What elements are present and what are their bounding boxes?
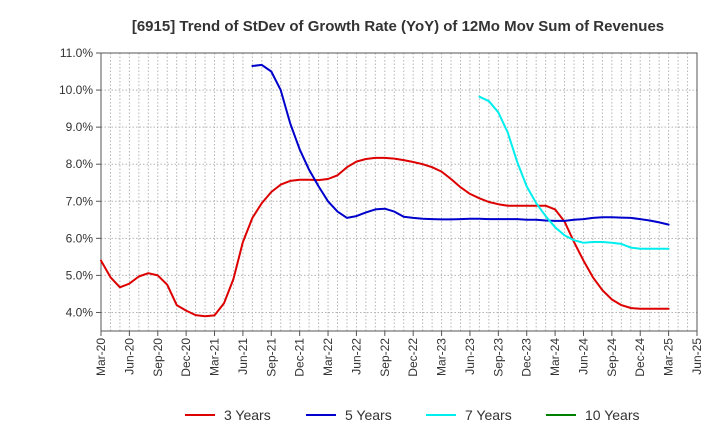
chart-title: [6915] Trend of StDev of Growth Rate (Yo… (132, 18, 664, 35)
legend-label-7-years: 7 Years (465, 407, 512, 423)
x-tick-label: Jun-21 (236, 338, 250, 375)
x-tick-label: Sep-20 (151, 338, 165, 377)
legend-label-10-years: 10 Years (585, 407, 640, 423)
x-tick-label: Mar-25 (662, 338, 676, 376)
y-tick-label: 9.0% (66, 120, 94, 134)
y-tick-label: 5.0% (66, 268, 94, 282)
plot-area (101, 53, 697, 331)
x-tick-label: Jun-24 (576, 338, 590, 375)
x-tick-label: Mar-24 (548, 338, 562, 376)
plot-border (100, 52, 698, 332)
x-tick-label: Mar-20 (94, 338, 108, 376)
series-line-7-years (478, 95, 670, 250)
x-tick-label: Sep-24 (605, 338, 619, 377)
legend-label-3-years: 3 Years (224, 407, 271, 423)
x-tick-label: Jun-25 (690, 338, 704, 375)
x-tick-label: Sep-23 (491, 338, 505, 377)
y-tick-label: 7.0% (66, 194, 94, 208)
x-tick-label: Dec-23 (520, 338, 534, 377)
x-tick-label: Dec-21 (293, 338, 307, 377)
x-tick-label: Dec-22 (406, 338, 420, 377)
y-tick-label: 4.0% (66, 305, 94, 319)
x-tick-label: Mar-23 (435, 338, 449, 376)
x-tick-label: Jun-23 (463, 338, 477, 375)
series-line-3-years (100, 156, 670, 318)
x-tick-label: Jun-22 (349, 338, 363, 375)
series-line-5-years (251, 63, 670, 226)
y-tick-label: 10.0% (59, 83, 93, 97)
legend-label-5-years: 5 Years (345, 407, 392, 423)
x-tick-label: Sep-22 (378, 338, 392, 377)
x-tick-label: Mar-21 (208, 338, 222, 376)
x-tick-label: Mar-22 (321, 338, 335, 376)
x-tick-label: Sep-21 (264, 338, 278, 377)
x-tick-label: Dec-20 (179, 338, 193, 377)
x-tick-label: Dec-24 (633, 338, 647, 377)
y-tick-label: 11.0% (60, 46, 93, 60)
x-tick-label: Jun-20 (122, 338, 136, 375)
y-tick-label: 8.0% (66, 157, 94, 171)
y-tick-label: 6.0% (66, 231, 94, 245)
